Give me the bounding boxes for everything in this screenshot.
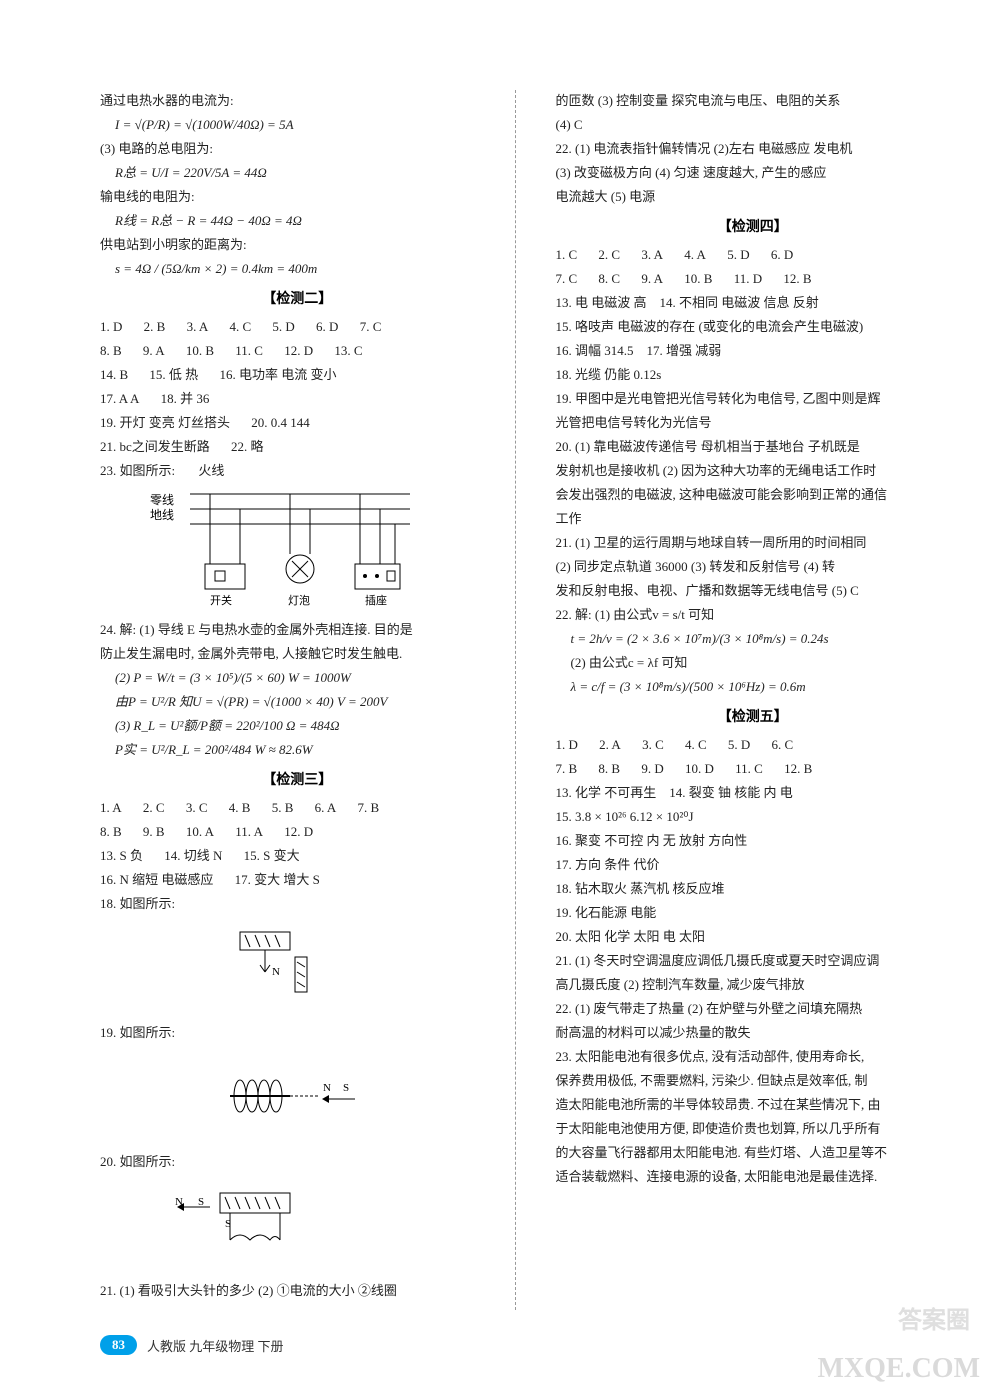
- answer-line: 发射机也是接收机 (2) 因为这种大功率的无绳电话工作时: [556, 460, 951, 482]
- q18-label: 18. 如图所示:: [100, 893, 495, 915]
- answer-row: 21. bc之间发生断路 22. 略: [100, 436, 495, 458]
- answer-line: 的大容量飞行器都用太阳能电池. 有些灯塔、人造卫星等不: [556, 1142, 951, 1164]
- answer-line: 20. (1) 靠电磁波传递信号 母机相当于基地台 子机既是: [556, 436, 951, 458]
- answer-line: 耐高温的材料可以减少热量的散失: [556, 1022, 951, 1044]
- left-column: 通过电热水器的电流为: I = √(P/R) = √(1000W/40Ω) = …: [100, 90, 516, 1310]
- q20-label: 20. 如图所示:: [100, 1151, 495, 1173]
- answer-row: 7. C 8. C 9. A 10. B 11. D 12. B: [556, 268, 951, 290]
- page-number: 83: [100, 1335, 137, 1355]
- answer-line: 13. 化学 不可再生 14. 裂变 铀 核能 内 电: [556, 782, 951, 804]
- svg-text:S: S: [198, 1196, 204, 1208]
- magnet-diagram-18: N: [190, 922, 390, 1012]
- answer-line: 造太阳能电池所需的半导体较昂贵. 不过在某些情况下, 由: [556, 1094, 951, 1116]
- cont-line: 的匝数 (3) 控制变量 探究电流与电压、电阻的关系: [556, 90, 951, 112]
- answer-row: 1. D 2. A 3. C 4. C 5. D 6. C: [556, 734, 951, 756]
- q24-line: 24. 解: (1) 导线 E 与电热水壶的金属外壳相连接. 目的是: [100, 619, 495, 641]
- formula: t = 2h/v = (2 × 3.6 × 10⁷m)/(3 × 10⁸m/s)…: [556, 628, 951, 650]
- answer-line: 16. 聚变 不可控 内 无 放射 方向性: [556, 830, 951, 852]
- answer-line: 15. 咯吱声 电磁波的存在 (或变化的电流会产生电磁波): [556, 316, 951, 338]
- svg-text:N: N: [272, 966, 280, 978]
- intro-line: 输电线的电阻为:: [100, 186, 495, 208]
- section-title-2: 【检测二】: [100, 288, 495, 308]
- footer-text: 人教版 九年级物理 下册: [147, 1336, 284, 1355]
- cont-line: 22. (1) 电流表指针偏转情况 (2)左右 电磁感应 发电机: [556, 138, 951, 160]
- svg-text:N: N: [323, 1082, 331, 1094]
- answer-line: 21. (1) 卫星的运行周期与地球自转一周所用的时间相同: [556, 532, 951, 554]
- formula: R线 = R总 − R = 44Ω − 40Ω = 4Ω: [100, 210, 495, 232]
- answer-row: 1. D 2. B 3. A 4. C 5. D 6. D 7. C: [100, 316, 495, 338]
- answer-line: 23. 太阳能电池有很多优点, 没有活动部件, 使用寿命长,: [556, 1046, 951, 1068]
- svg-text:开关: 开关: [210, 593, 232, 607]
- answer-line: 19. 化石能源 电能: [556, 902, 951, 924]
- formula: λ = c/f = (3 × 10⁸m/s)/(500 × 10⁶Hz) = 0…: [556, 676, 951, 698]
- answer-row: 1. C 2. C 3. A 4. A 5. D 6. D: [556, 244, 951, 266]
- page-footer: 83 人教版 九年级物理 下册: [100, 1335, 284, 1355]
- circuit-diagram: 零线 地线 开关 灯泡 插座: [140, 489, 420, 609]
- intro-line: (3) 电路的总电阻为:: [100, 138, 495, 160]
- formula: s = 4Ω / (5Ω/km × 2) = 0.4km = 400m: [100, 258, 495, 280]
- right-column: 的匝数 (3) 控制变量 探究电流与电压、电阻的关系 (4) C 22. (1)…: [546, 90, 951, 1310]
- answer-row: 14. B 15. 低 热 16. 电功率 电流 变小: [100, 364, 495, 386]
- answer-line: 13. 电 电磁波 高 14. 不相同 电磁波 信息 反射: [556, 292, 951, 314]
- coil-diagram-20: N S S: [170, 1180, 370, 1270]
- answer-line: 高几摄氏度 (2) 控制汽车数量, 减少废气排放: [556, 974, 951, 996]
- section-title-5: 【检测五】: [556, 706, 951, 726]
- formula: 由P = U²/R 知U = √(PR) = √(1000 × 40) V = …: [100, 691, 495, 713]
- answer-line: 17. 方向 条件 代价: [556, 854, 951, 876]
- svg-text:零线: 零线: [150, 493, 174, 507]
- answer-row: 17. A A 18. 并 36: [100, 388, 495, 410]
- answer-line: 21. (1) 冬天时空调温度应调低几摄氏度或夏天时空调应调: [556, 950, 951, 972]
- q23-label: 23. 如图所示: 火线: [100, 460, 495, 482]
- answer-row: 8. B 9. A 10. B 11. C 12. D 13. C: [100, 340, 495, 362]
- answer-line: 20. 太阳 化学 太阳 电 太阳: [556, 926, 951, 948]
- cont-line: (3) 改变磁极方向 (4) 匀速 速度越大, 产生的感应: [556, 162, 951, 184]
- answer-line: 会发出强烈的电磁波, 这种电磁波可能会影响到正常的通信: [556, 484, 951, 506]
- answer-line: 光管把电信号转化为光信号: [556, 412, 951, 434]
- svg-text:插座: 插座: [365, 593, 387, 607]
- answer-line: 于太阳能电池使用方便, 即使造价贵也划算, 所以几乎所有: [556, 1118, 951, 1140]
- answer-line: 适合装载燃料、连接电源的设备, 太阳能电池是最佳选择.: [556, 1166, 951, 1188]
- answer-row: 19. 开灯 变亮 灯丝搭头 20. 0.4 144: [100, 412, 495, 434]
- watermark-url: MXQE.COM: [817, 1353, 980, 1385]
- formula: (2) P = W/t = (3 × 10⁵)/(5 × 60) W = 100…: [100, 667, 495, 689]
- cont-line: (4) C: [556, 114, 951, 136]
- answer-line: 18. 钻木取火 蒸汽机 核反应堆: [556, 878, 951, 900]
- answer-row: 1. A 2. C 3. C 4. B 5. B 6. A 7. B: [100, 797, 495, 819]
- answer-line: 16. 调幅 314.5 17. 增强 减弱: [556, 340, 951, 362]
- answer-row: 16. N 缩短 电磁感应 17. 变大 增大 S: [100, 869, 495, 891]
- q22-line: 22. 解: (1) 由公式v = s/t 可知: [556, 604, 951, 626]
- section-title-4: 【检测四】: [556, 216, 951, 236]
- two-column-layout: 通过电热水器的电流为: I = √(P/R) = √(1000W/40Ω) = …: [100, 90, 950, 1310]
- answer-row: 8. B 9. B 10. A 11. A 12. D: [100, 821, 495, 843]
- formula: R总 = U/I = 220V/5A = 44Ω: [100, 162, 495, 184]
- answer-row: 7. B 8. B 9. D 10. D 11. C 12. B: [556, 758, 951, 780]
- coil-diagram-19: N S: [190, 1051, 390, 1141]
- q21-text: 21. (1) 看吸引大头针的多少 (2) ①电流的大小 ②线圈: [100, 1280, 495, 1302]
- answer-line: (2) 同步定点轨道 36000 (3) 转发和反射信号 (4) 转: [556, 556, 951, 578]
- answer-line: 发和反射电报、电视、广播和数据等无线电信号 (5) C: [556, 580, 951, 602]
- cont-line: 电流越大 (5) 电源: [556, 186, 951, 208]
- intro-line: 通过电热水器的电流为:: [100, 90, 495, 112]
- formula: P实 = U²/R_L = 200²/484 W ≈ 82.6W: [100, 739, 495, 761]
- formula: I = √(P/R) = √(1000W/40Ω) = 5A: [100, 114, 495, 136]
- svg-text:地线: 地线: [150, 508, 174, 522]
- answer-line: 工作: [556, 508, 951, 530]
- svg-text:S: S: [343, 1082, 349, 1094]
- answer-line: 19. 甲图中是光电管把光信号转化为电信号, 乙图中则是辉: [556, 388, 951, 410]
- formula: (3) R_L = U²额/P额 = 220²/100 Ω = 484Ω: [100, 715, 495, 737]
- answer-line: 15. 3.8 × 10²⁶ 6.12 × 10²⁰J: [556, 806, 951, 828]
- svg-text:灯泡: 灯泡: [288, 593, 310, 607]
- answer-line: 18. 光缆 仍能 0.12s: [556, 364, 951, 386]
- intro-line: 供电站到小明家的距离为:: [100, 234, 495, 256]
- answer-line: 22. (1) 废气带走了热量 (2) 在炉壁与外壁之间填充隔热: [556, 998, 951, 1020]
- answer-line: 保养费用极低, 不需要燃料, 污染少. 但缺点是效率低, 制: [556, 1070, 951, 1092]
- answer-row: 13. S 负 14. 切线 N 15. S 变大: [100, 845, 495, 867]
- q22-line: (2) 由公式c = λf 可知: [556, 652, 951, 674]
- section-title-3: 【检测三】: [100, 769, 495, 789]
- q24-line: 防止发生漏电时, 金属外壳带电, 人接触它时发生触电.: [100, 643, 495, 665]
- q19-label: 19. 如图所示:: [100, 1022, 495, 1044]
